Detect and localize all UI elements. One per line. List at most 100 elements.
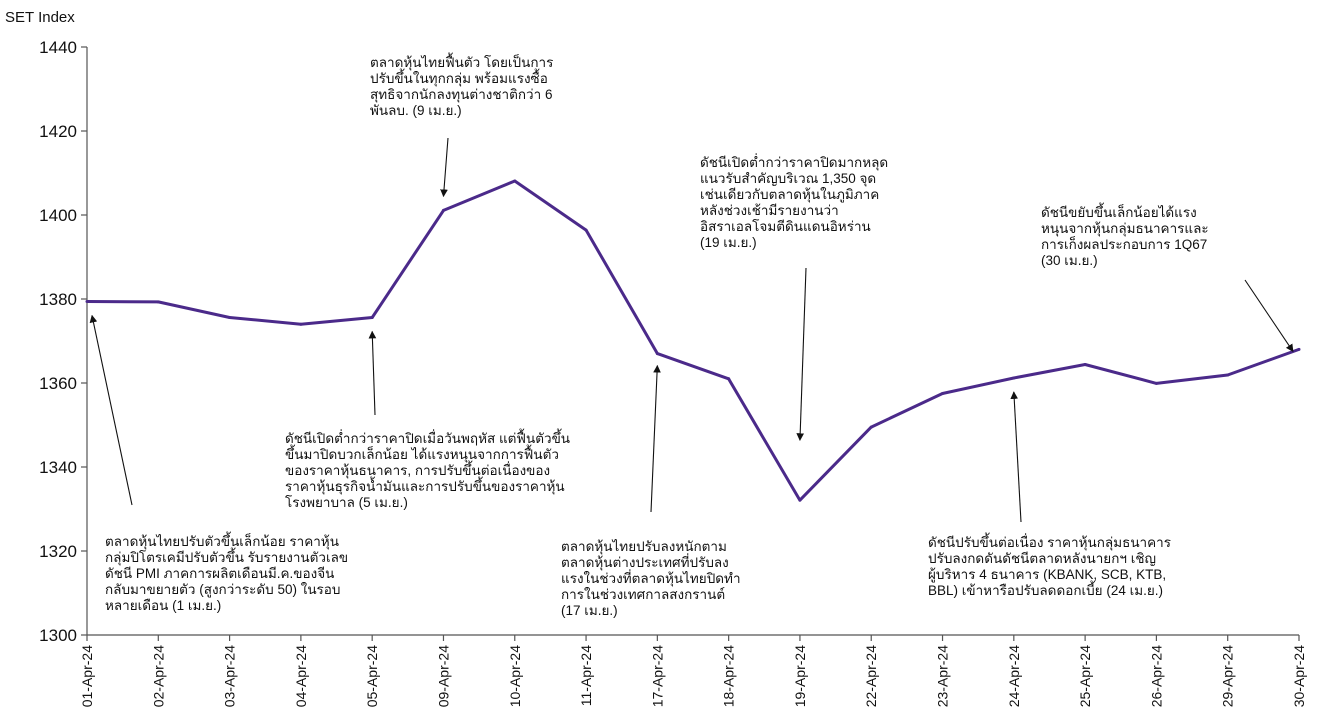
annotation-text: ตลาดหุ้นไทยฟื้นตัว โดยเป็นการปรับขึ้นในท… [370, 52, 553, 118]
annotation-line: ของราคาหุ้นธนาคาร, การปรับขึ้นต่อเนื่องข… [285, 460, 550, 479]
x-tick-label: 17-Apr-24 [649, 645, 665, 707]
annotation-line: ดัชนีขยับขึ้นเล็กน้อยได้แรง [1041, 202, 1197, 220]
data-point [1083, 363, 1087, 367]
annotation-line: หลายเดือน (1 เม.ย.) [105, 598, 221, 613]
data-point [228, 315, 232, 319]
y-tick-label: 1340 [39, 458, 77, 477]
data-point [1226, 373, 1230, 377]
annotation-line: ดัชนีปรับขึ้นต่อเนื่อง ราคาหุ้นกลุ่มธนาค… [928, 532, 1171, 551]
annotation-line: การเก็งผลประกอบการ 1Q67 [1041, 235, 1207, 252]
annotation-line: ตลาดหุ้นต่างประเทศที่ปรับลง [561, 553, 729, 571]
annotation-line: การในช่วงเทศกาลสงกรานต์ [561, 586, 725, 602]
data-point [869, 425, 873, 429]
x-tick-label: 01-Apr-24 [79, 645, 95, 707]
x-tick-label: 11-Apr-24 [578, 645, 594, 706]
x-tick-label: 29-Apr-24 [1220, 645, 1236, 707]
y-tick-labels: 1300 1320 1340 1360 1380 1400 1420 1440 [39, 38, 77, 645]
x-tick-label: 22-Apr-24 [863, 645, 879, 707]
annotation-arrows [89, 137, 1294, 523]
data-point [941, 392, 945, 395]
annotation-text: ดัชนีขยับขึ้นเล็กน้อยได้แรงหนุนจากหุ้นกล… [1041, 202, 1209, 268]
annotation-line: โรงพยาบาล (5 เม.ย.) [285, 494, 408, 510]
annotation-line: ผู้บริหาร 4 ธนาคาร (KBANK, SCB, KTB, [928, 567, 1166, 583]
series-layer [85, 179, 1301, 502]
data-point [156, 300, 160, 304]
annotation-arrow [1010, 391, 1022, 523]
annotation-line: พันลบ. (9 เม.ย.) [370, 103, 462, 118]
x-tick-label: 02-Apr-24 [150, 645, 166, 707]
annotation-arrow [440, 137, 449, 198]
data-point [798, 498, 802, 502]
x-tick-label: 10-Apr-24 [507, 645, 523, 707]
x-tick-label: 03-Apr-24 [222, 645, 238, 707]
y-tick-label: 1360 [39, 374, 77, 393]
annotation-line: อิสราเอลโจมตีดินแดนอิหร่าน [700, 218, 871, 234]
series-line [86, 179, 1300, 502]
annotation-line: หนุนจากหุ้นกลุ่มธนาคารและ [1041, 221, 1209, 237]
x-tick-label: 26-Apr-24 [1148, 645, 1164, 707]
y-tick-label: 1300 [39, 626, 77, 645]
annotation-line: ตลาดหุ้นไทยปรับลงหนักตาม [561, 539, 727, 555]
annotation-arrow [796, 267, 807, 441]
annotation-line: (30 เม.ย.) [1041, 253, 1098, 268]
data-point [1297, 347, 1301, 351]
x-tick-label: 04-Apr-24 [293, 645, 309, 707]
data-point [85, 300, 89, 304]
y-tick-label: 1420 [39, 122, 77, 141]
y-tick-label: 1440 [39, 38, 77, 57]
data-point [655, 352, 659, 356]
annotation-line: เช่นเดียวกับตลาดหุ้นในภูมิภาค [700, 186, 879, 203]
annotation-line: (19 เม.ย.) [700, 235, 757, 250]
annotation-arrow [650, 364, 661, 513]
annotation-line: ดัชนี PMI ภาคการผลิตเดือนมี.ค.ของจีน [105, 566, 334, 581]
x-tick-label: 23-Apr-24 [935, 645, 951, 707]
annotation-text: ดัชนีเปิดต่ำกว่าราคาปิดมากหลุดแนวรับสำคั… [700, 153, 888, 250]
data-point [727, 377, 731, 381]
x-tick-label: 19-Apr-24 [792, 645, 808, 707]
data-point [370, 315, 374, 319]
annotation-text: ตลาดหุ้นไทยปรับลงหนักตามตลาดหุ้นต่างประเ… [561, 539, 741, 618]
x-tick-label: 05-Apr-24 [364, 645, 380, 707]
annotation-line: แนวรับสำคัญบริเวณ 1,350 จุด [700, 171, 876, 187]
x-tick-label: 30-Apr-24 [1291, 645, 1307, 707]
annotation-line: ราคาหุ้นธุรกิจน้ำมันและการปรับขึ้นของราค… [285, 476, 565, 495]
annotation-line: ตลาดหุ้นไทยปรับตัวขึ้นเล็กน้อย ราคาหุ้น [105, 531, 339, 550]
annotation-line: กลุ่มปิโตรเคมีปรับตัวขึ้น รับรายงานตัวเล… [105, 547, 348, 566]
annotation-line: แรงในช่วงที่ตลาดหุ้นไทยปิดทำ [561, 569, 741, 587]
annotation-line: ขึ้นมาปิดบวกเล็กน้อย ได้แรงหนุนจากการฟื้… [285, 444, 559, 463]
annotation-text: ดัชนีปรับขึ้นต่อเนื่อง ราคาหุ้นกลุ่มธนาค… [928, 532, 1171, 598]
annotation-line: สุทธิจากนักลงทุนต่างชาติกว่า 6 [370, 87, 552, 103]
data-point [1154, 381, 1158, 385]
x-tick-label: 25-Apr-24 [1077, 645, 1093, 707]
annotation-line: BBL) เข้าหารือปรับลดดอกเบี้ย (24 เม.ย.) [928, 580, 1163, 598]
y-tick-label: 1400 [39, 206, 77, 225]
data-point [513, 179, 517, 183]
annotation-text: ดัชนีเปิดต่ำกว่าราคาปิดเมื่อวันพฤหัส แต่… [285, 428, 570, 510]
y-axis-label: SET Index [5, 9, 75, 26]
annotation-line: ปรับลงกดดันดัชนีตลาดหลังนายกฯ เชิญ [928, 551, 1156, 566]
annotation-arrow [89, 314, 133, 506]
data-point [441, 208, 445, 212]
annotation-text: ตลาดหุ้นไทยปรับตัวขึ้นเล็กน้อย ราคาหุ้นก… [105, 531, 348, 613]
x-tick-label: 09-Apr-24 [435, 645, 451, 707]
annotation-line: ตลาดหุ้นไทยฟื้นตัว โดยเป็นการ [370, 52, 553, 71]
data-point [584, 228, 588, 232]
annotation-arrow [368, 330, 377, 416]
annotation-line: หลังช่วงเช้ามีรายงานว่า [700, 203, 839, 218]
y-tick-label: 1320 [39, 542, 77, 561]
data-point [1012, 376, 1016, 380]
y-tick-label: 1380 [39, 290, 77, 309]
annotation-line: ปรับขึ้นในทุกกลุ่ม พร้อมแรงซื้อ [370, 68, 548, 87]
data-point [299, 322, 303, 326]
x-tick-label: 24-Apr-24 [1006, 645, 1022, 707]
annotation-line: ดัชนีเปิดต่ำกว่าราคาปิดมากหลุด [700, 153, 888, 171]
axes [81, 46, 1300, 641]
annotation-line: กลับมาขยายตัว (สูงกว่าระดับ 50) ในรอบ [105, 581, 341, 598]
annotation-notes: ตลาดหุ้นไทยปรับตัวขึ้นเล็กน้อย ราคาหุ้นก… [105, 52, 1209, 618]
annotation-line: ดัชนีเปิดต่ำกว่าราคาปิดเมื่อวันพฤหัส แต่… [285, 428, 570, 446]
x-tick-labels: 01-Apr-24 02-Apr-24 03-Apr-24 04-Apr-24 05-A… [79, 645, 1307, 707]
annotation-arrow [1244, 279, 1294, 353]
annotation-line: (17 เม.ย.) [561, 603, 618, 618]
x-tick-label: 18-Apr-24 [721, 645, 737, 707]
